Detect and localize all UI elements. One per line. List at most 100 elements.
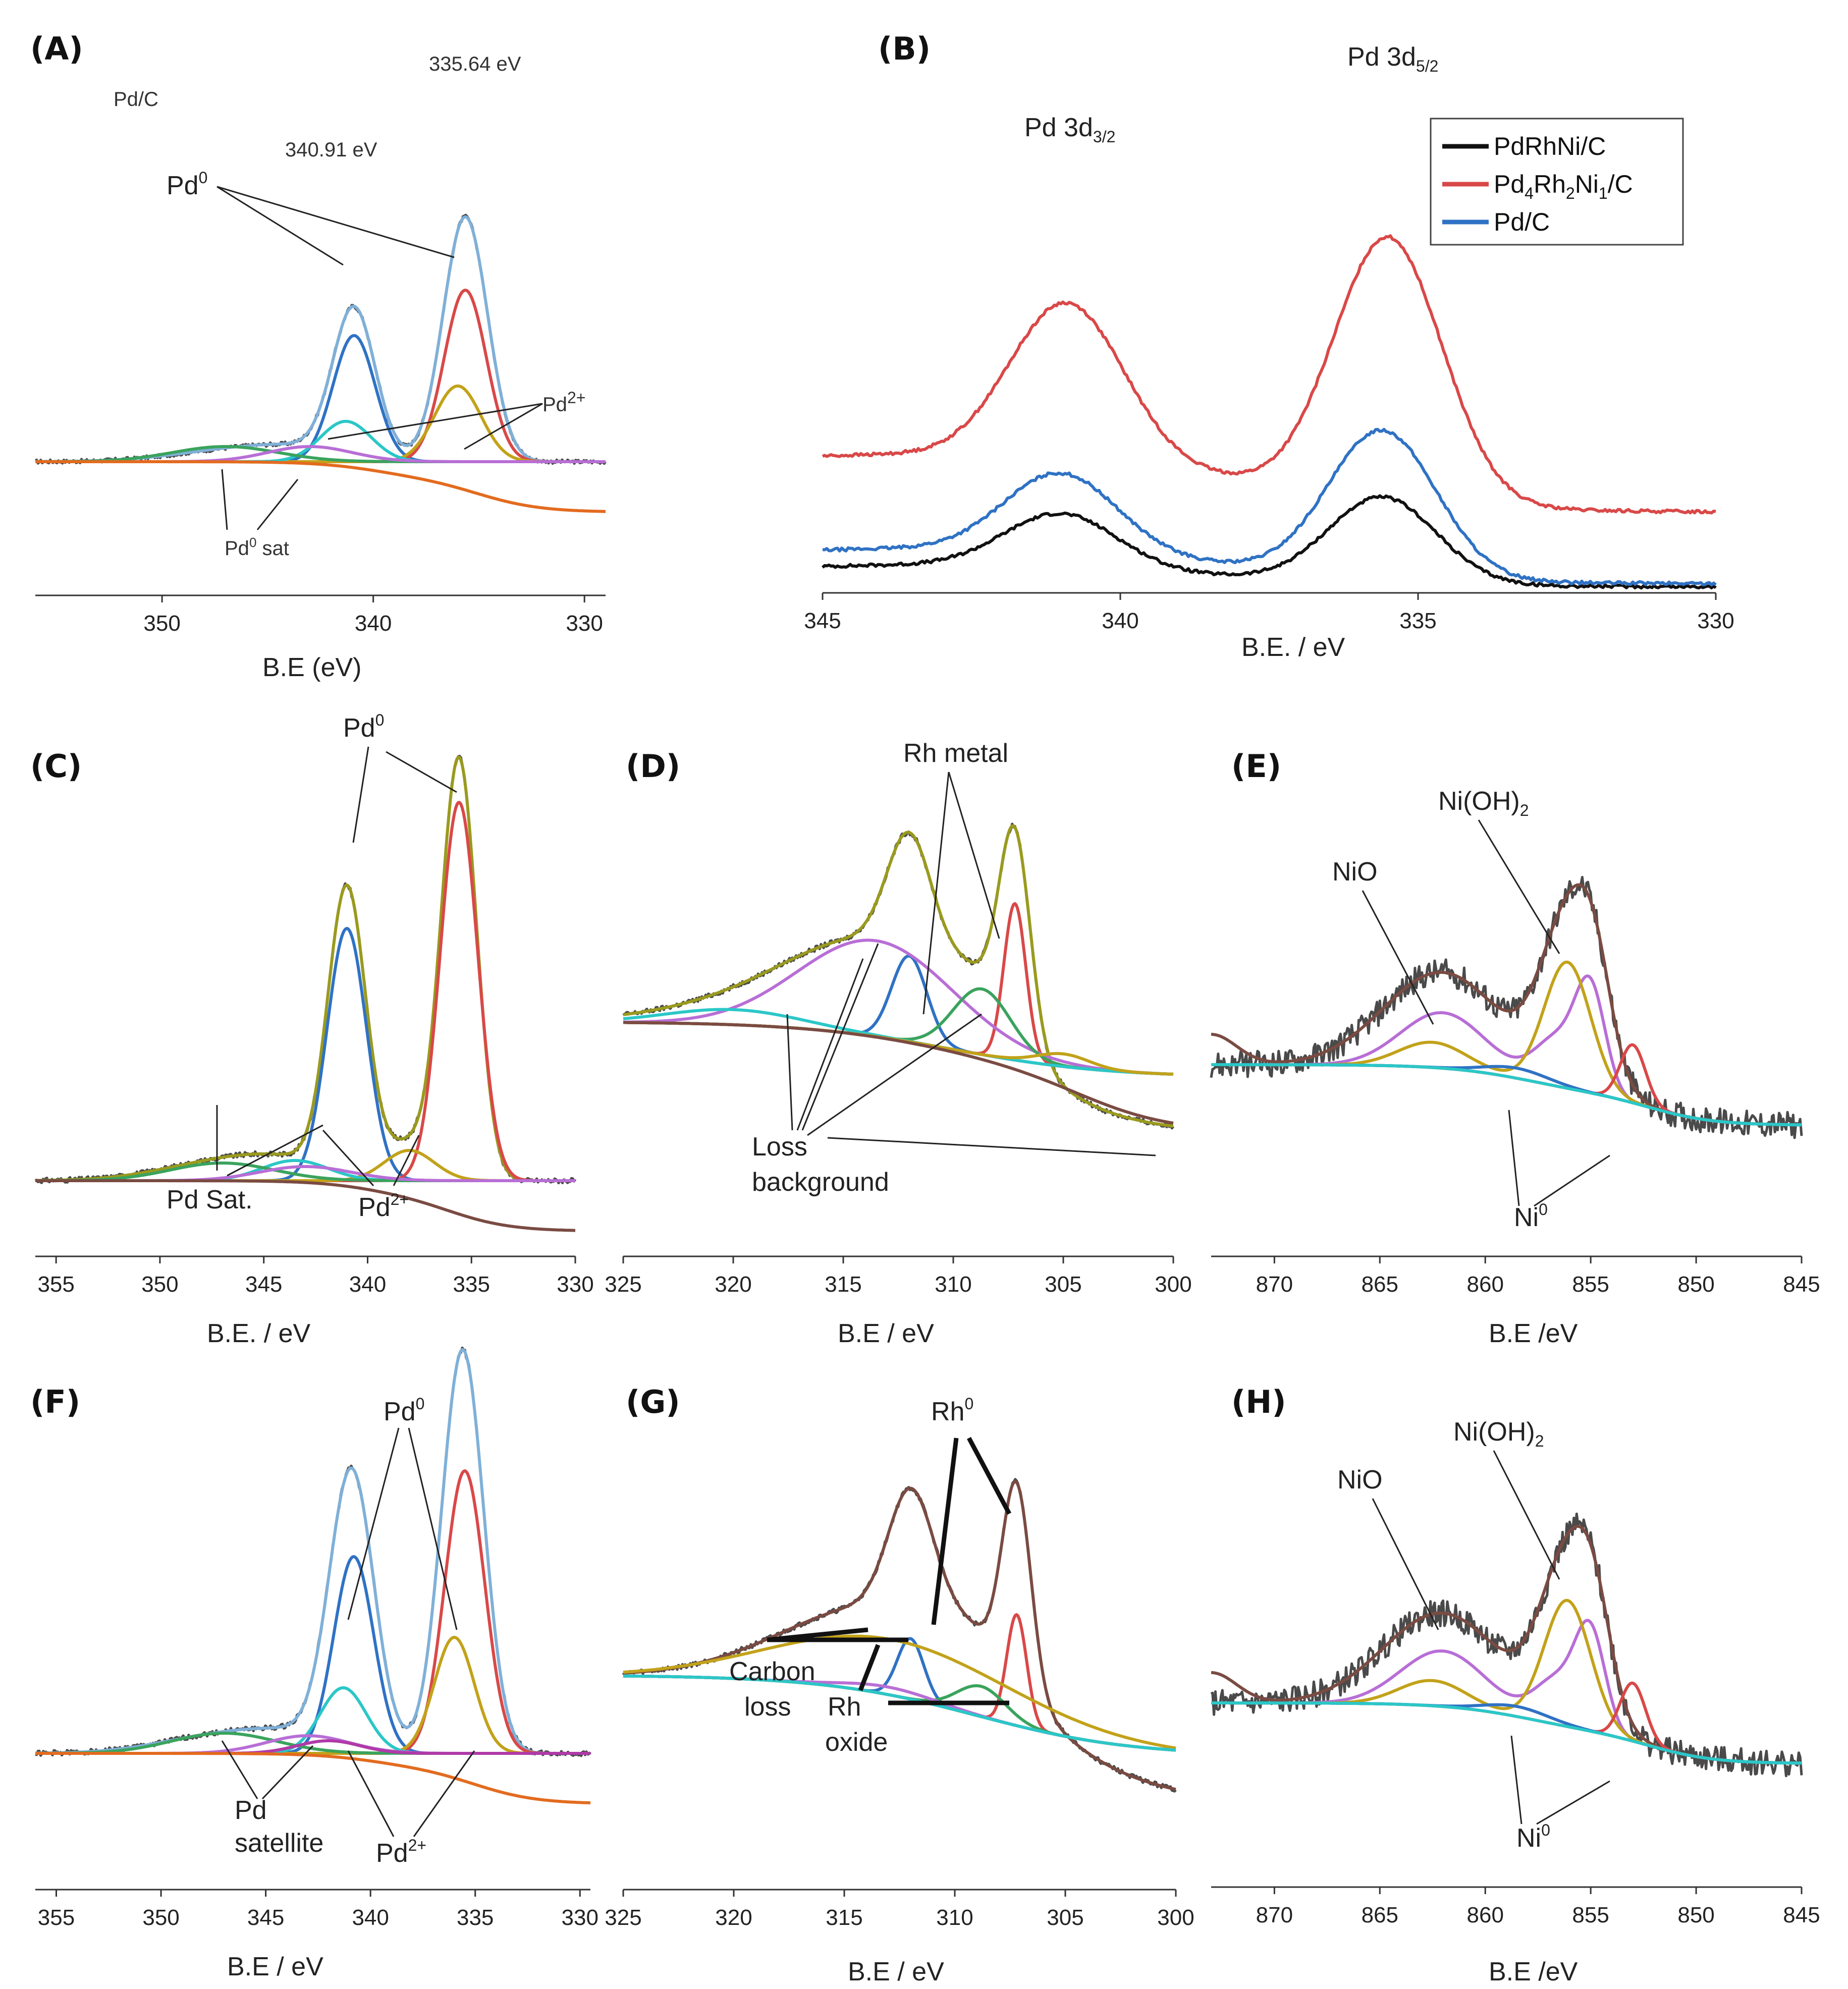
tick-label: 855	[1572, 1272, 1609, 1297]
series-background	[35, 1179, 576, 1232]
panel-b-label: (B)	[878, 30, 931, 67]
series-raw	[1210, 1512, 1803, 1778]
panel-d-label: (D)	[626, 748, 680, 785]
series-bg-blue	[1211, 1063, 1802, 1127]
tick-label: 315	[825, 1272, 861, 1297]
tick-label: 355	[37, 1272, 74, 1297]
series-pdrhni-c	[822, 494, 1717, 590]
panel-e-xlabel: B.E /eV	[1489, 1319, 1578, 1348]
series-raw	[622, 822, 1175, 1130]
panel-a-pd2-label: Pd2+	[542, 389, 585, 416]
panel-f: (F) 355 350 345 340 335 330 B.E / eV Pd0 Pd s…	[30, 1346, 599, 1981]
panel-f-sat-label-1: Pd	[235, 1796, 267, 1825]
panel-e: (E) 870 865 860 855 850 845 B.E /eV NiO Ni(OH…	[1210, 748, 1820, 1348]
tick-label: 355	[38, 1905, 75, 1930]
panel-b-xlabel: B.E. / eV	[1241, 633, 1345, 662]
panel-g-oxide-label: oxide	[825, 1728, 888, 1757]
tick-label: 335	[453, 1272, 490, 1297]
panel-d-rh-label: Rh metal	[903, 739, 1008, 768]
panel-a-arrows	[216, 186, 543, 530]
panel-e-arrows	[1362, 819, 1610, 1207]
panel-c-curves	[34, 754, 577, 1232]
panel-c-pd0-label: Pd0	[343, 711, 384, 743]
tick-label: 330	[562, 1905, 599, 1930]
panel-e-nio-label: NiO	[1332, 857, 1378, 887]
panel-a-pd0-label: Pd0	[167, 169, 207, 200]
series-pd0-3d3-2	[35, 334, 606, 463]
tick-label: 340	[352, 1905, 389, 1930]
series-background	[623, 1674, 1176, 1752]
tick-label: 855	[1572, 1903, 1609, 1927]
series-pd4rh2ni1-c	[822, 234, 1716, 515]
series-nio	[1211, 974, 1802, 1127]
tick-label: 335	[457, 1905, 494, 1930]
tick-label: 850	[1677, 1903, 1714, 1927]
panel-h-arrows	[1372, 1450, 1610, 1825]
panel-c-sat-label: Pd Sat.	[167, 1185, 253, 1214]
panel-f-curves	[35, 1346, 591, 1805]
series-background	[35, 1752, 591, 1805]
series-envelope	[35, 1348, 591, 1755]
panel-a-peak1-label: 340.91 eV	[285, 139, 377, 161]
series-background	[1211, 1063, 1802, 1127]
panel-g-ticks: 325 320 315 310 305 300	[605, 1890, 1194, 1930]
panel-h-nioh-label: Ni(OH)2	[1453, 1417, 1544, 1450]
tick-label: 330	[1697, 609, 1734, 633]
tick-label: 350	[141, 1272, 178, 1297]
tick-label: 330	[557, 1272, 593, 1297]
panel-d-curves	[622, 822, 1175, 1130]
panel-e-label: (E)	[1231, 748, 1281, 785]
panel-g: (G) 325 320 315 310 305 300 B.E / eV Rh0 Carb…	[605, 1384, 1194, 1986]
panel-d-loss-label: Loss	[752, 1132, 807, 1162]
panel-c-pd2-label: Pd2+	[358, 1190, 409, 1222]
legend-label-pdc: Pd/C	[1494, 208, 1550, 236]
tick-label: 845	[1783, 1272, 1820, 1297]
tick-label: 340	[349, 1272, 386, 1297]
tick-label: 850	[1677, 1272, 1714, 1297]
tick-label: 305	[1045, 1272, 1081, 1297]
panel-f-pd2-label: Pd2+	[376, 1836, 426, 1868]
tick-label: 845	[1783, 1903, 1820, 1927]
panel-a-ticks: 350 340 330	[143, 595, 603, 636]
panel-d-ticks: 325 320 315 310 305 300	[605, 1256, 1192, 1297]
series-rh0-3d5-2	[623, 1613, 1176, 1752]
panel-g-loss-label: loss	[744, 1692, 791, 1722]
tick-label: 320	[715, 1905, 752, 1930]
panel-e-curves	[1210, 876, 1803, 1139]
panel-g-xlabel: B.E / eV	[848, 1957, 944, 1986]
panel-f-pd0-label: Pd0	[384, 1395, 424, 1426]
series-bg-blue	[1211, 1701, 1802, 1765]
series-raw	[1210, 876, 1803, 1139]
panel-a-xlabel: B.E (eV)	[262, 653, 362, 682]
series-pd-c	[822, 428, 1717, 587]
tick-label: 350	[143, 611, 180, 636]
panel-h-ni0-label: Ni0	[1516, 1821, 1550, 1853]
tick-label: 335	[1399, 609, 1436, 633]
tick-label: 300	[1155, 1272, 1191, 1297]
series-rh-oxide	[623, 1674, 1176, 1752]
tick-label: 870	[1256, 1903, 1293, 1927]
panel-c: (C) 355 350 345 340 335 330 B.E. / eV Pd0 Pd …	[30, 711, 594, 1348]
panel-d: (D) 325 320 315 310 305 300 B.E / eV Rh metal…	[605, 739, 1191, 1348]
panel-e-ticks: 870 865 860 855 850 845	[1256, 1256, 1820, 1297]
panel-a-label: (A)	[30, 30, 83, 67]
tick-label: 330	[566, 611, 603, 636]
tick-label: 345	[245, 1272, 282, 1297]
tick-label: 340	[1102, 609, 1138, 633]
panel-a-curves	[35, 213, 607, 513]
panel-f-ticks: 355 350 345 340 335 330	[38, 1890, 599, 1930]
panel-a-title: Pd/C	[114, 88, 158, 111]
series-envelope	[623, 824, 1174, 1128]
panel-h-ticks: 870 865 860 855 850 845	[1256, 1887, 1820, 1927]
series-ni0	[1211, 1043, 1802, 1127]
series-rh0-3d3-2	[623, 1637, 1176, 1752]
panel-b-pd3d32-label: Pd 3d3/2	[1024, 113, 1115, 146]
panel-h: (H) 870 865 860 855 850 845 B.E /eV NiO Ni(OH…	[1210, 1384, 1820, 1986]
series-envelope	[623, 1480, 1176, 1791]
series-raw	[622, 1478, 1177, 1793]
tick-label: 860	[1467, 1903, 1504, 1927]
legend-label-pd4rh2ni1: Pd4Rh2Ni1/C	[1494, 170, 1633, 202]
panel-h-curves	[1210, 1512, 1803, 1778]
panel-e-ni0-label: Ni0	[1514, 1200, 1548, 1232]
panel-a-peak2-label: 335.64 eV	[429, 53, 521, 75]
